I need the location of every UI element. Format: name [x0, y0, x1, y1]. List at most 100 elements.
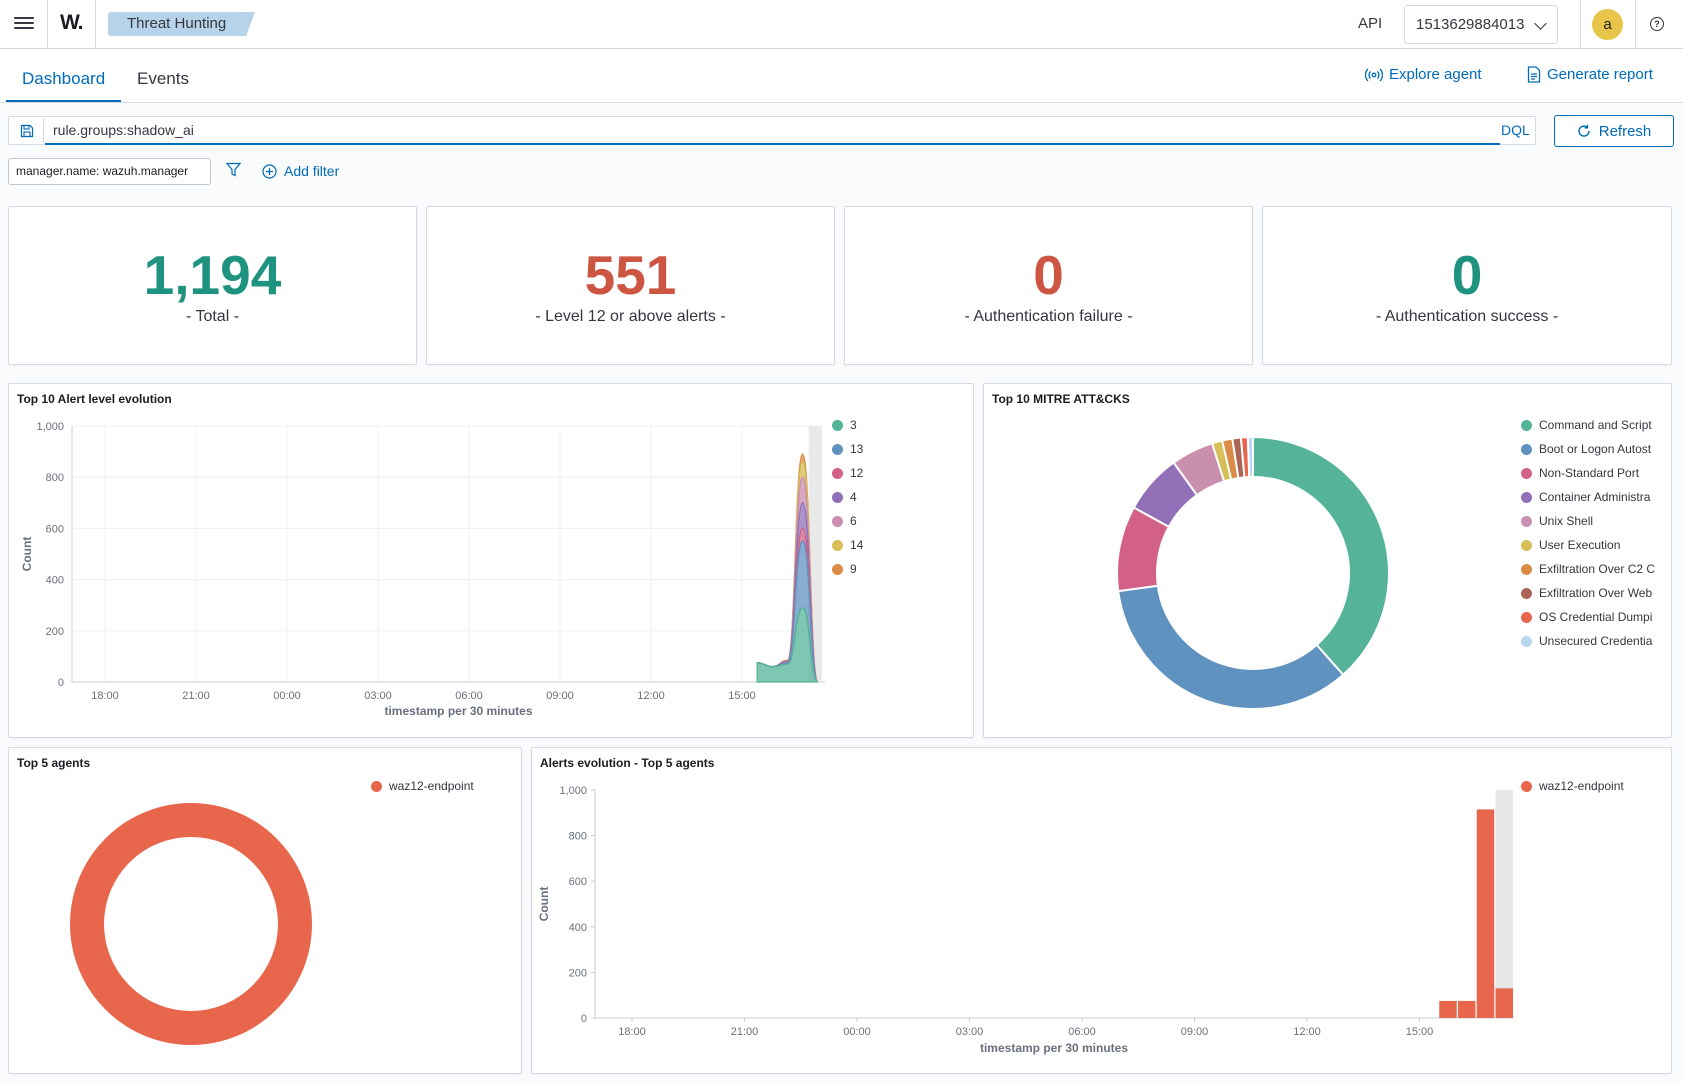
divider	[95, 0, 96, 48]
metric-label: - Authentication success -	[1375, 308, 1559, 325]
broadcast-icon	[1365, 68, 1383, 81]
y-tick-label: 1,000	[36, 421, 64, 433]
legend-swatch	[832, 563, 843, 575]
metric-label: - Total -	[185, 308, 240, 325]
legend-label: Boot or Logon Autost	[1539, 442, 1652, 456]
x-tick-label: 00:00	[273, 690, 301, 702]
document-icon	[1527, 66, 1541, 83]
legend-swatch	[371, 780, 382, 792]
legend-item[interactable]: 3	[832, 418, 857, 432]
y-axis-label: Count	[20, 537, 34, 572]
legend-label: Non-Standard Port	[1539, 466, 1640, 480]
generate-report-label: Generate report	[1547, 66, 1653, 83]
legend-item[interactable]: 13	[832, 442, 863, 456]
legend-swatch	[832, 539, 843, 551]
legend-swatch	[1521, 539, 1532, 551]
legend-label: waz12-endpoint	[1539, 779, 1624, 793]
x-tick-label: 18:00	[91, 690, 119, 702]
x-tick-label: 03:00	[956, 1026, 984, 1038]
legend-item[interactable]: Command and Script	[1521, 418, 1667, 432]
x-tick-label: 15:00	[1406, 1026, 1434, 1038]
legend-item[interactable]: User Execution	[1521, 538, 1667, 552]
plus-circle-icon	[262, 163, 277, 179]
help-icon[interactable]: ?	[1650, 17, 1664, 31]
x-tick-label: 18:00	[618, 1026, 646, 1038]
legend-label: Exfiltration Over C2 C	[1539, 562, 1656, 576]
mitre-donut-chart	[1116, 435, 1390, 710]
y-tick-label: 0	[58, 677, 64, 689]
tab-events[interactable]: Events	[137, 69, 189, 88]
divider	[47, 0, 48, 48]
x-tick-label: 00:00	[843, 1026, 871, 1038]
legend-label: Command and Script	[1539, 418, 1652, 432]
legend-swatch	[832, 467, 843, 479]
legend-label: 12	[850, 466, 864, 480]
alerts-evolution-bar-chart: 0 200 400 600 800 1,000 18:00 21:00 00:00 03:00 06…	[537, 785, 1513, 1055]
legend-label: Exfiltration Over Web	[1539, 586, 1653, 600]
x-tick-label: 12:00	[1293, 1026, 1321, 1038]
legend-item[interactable]: Exfiltration Over C2 C	[1521, 562, 1667, 576]
tab-dashboard[interactable]: Dashboard	[22, 69, 106, 88]
top-agents-panel: Top 5 agents waz12-endpoint	[8, 747, 522, 1074]
legend-swatch	[832, 443, 843, 455]
metric-label: - Authentication failure -	[964, 308, 1133, 325]
legend-item[interactable]: Container Administra	[1521, 490, 1667, 504]
x-tick-label: 09:00	[1181, 1026, 1209, 1038]
filter-icon[interactable]	[226, 162, 241, 177]
legend-item[interactable]: 14	[832, 538, 863, 552]
legend-swatch	[832, 419, 843, 431]
api-selector[interactable]: 1513629884013	[1404, 5, 1558, 44]
top-agents-donut-chart	[70, 803, 312, 1045]
x-tick-label: 06:00	[1068, 1026, 1096, 1038]
legend-item[interactable]: Non-Standard Port	[1521, 466, 1667, 480]
refresh-button[interactable]: Refresh	[1554, 115, 1674, 147]
panel-title: Top 10 Alert level evolution	[17, 392, 172, 406]
legend-label: Unsecured Credentia	[1539, 634, 1653, 648]
query-language-toggle[interactable]: DQL	[1501, 122, 1530, 138]
legend-item[interactable]: waz12-endpoint	[1521, 779, 1624, 793]
metric-card-total: 1,194 - Total -	[8, 206, 417, 365]
metric-value: 0	[1451, 244, 1483, 306]
metric-card-auth-failure: 0 - Authentication failure -	[844, 206, 1253, 365]
legend-swatch	[832, 515, 843, 527]
legend-item[interactable]: OS Credential Dumpi	[1521, 610, 1667, 624]
legend-item[interactable]: 12	[832, 466, 863, 480]
x-axis-label: timestamp per 30 minutes	[384, 704, 532, 718]
y-tick-label: 0	[581, 1013, 587, 1025]
legend-item[interactable]: Unix Shell	[1521, 514, 1667, 528]
metric-value: 0	[1033, 244, 1064, 306]
legend-swatch	[1521, 443, 1532, 455]
save-query-icon[interactable]	[10, 118, 44, 143]
breadcrumb[interactable]: Threat Hunting	[108, 12, 255, 36]
alert-level-evolution-panel: Top 10 Alert level evolution 0 200 400 600 8…	[8, 383, 974, 738]
bar	[1495, 988, 1513, 1018]
legend-item[interactable]: 6	[832, 514, 857, 528]
add-filter-button[interactable]: Add filter	[262, 163, 339, 179]
divider	[1580, 0, 1581, 48]
legend-label: 13	[850, 442, 864, 456]
legend-item[interactable]: 9	[832, 562, 857, 576]
current-bucket-highlight	[1495, 790, 1513, 1018]
avatar[interactable]: a	[1592, 9, 1623, 40]
donut-slice	[1252, 435, 1390, 677]
legend-item[interactable]: Exfiltration Over Web	[1521, 586, 1667, 600]
legend-item[interactable]: Boot or Logon Autost	[1521, 442, 1667, 456]
y-axis-label: Count	[537, 887, 551, 922]
y-tick-label: 200	[569, 967, 587, 979]
legend-swatch	[1521, 467, 1532, 479]
explore-agent-button[interactable]: Explore agent	[1365, 66, 1482, 83]
alerts-evolution-panel: Alerts evolution - Top 5 agents 0 200 400 6…	[531, 747, 1672, 1074]
hamburger-menu-icon[interactable]	[14, 14, 34, 34]
filter-pill[interactable]: manager.name: wazuh.manager	[8, 158, 211, 185]
active-tab-indicator	[6, 100, 121, 102]
search-input[interactable]	[45, 117, 1500, 145]
refresh-icon	[1578, 124, 1590, 137]
legend-swatch	[1521, 419, 1532, 431]
x-tick-label: 12:00	[637, 690, 665, 702]
legend-item[interactable]: Unsecured Credentia	[1521, 634, 1667, 648]
legend-label: User Execution	[1539, 538, 1621, 552]
legend-item[interactable]: waz12-endpoint	[371, 779, 474, 793]
generate-report-button[interactable]: Generate report	[1527, 66, 1653, 83]
wazuh-logo[interactable]: W.	[60, 11, 83, 34]
legend-item[interactable]: 4	[832, 490, 857, 504]
